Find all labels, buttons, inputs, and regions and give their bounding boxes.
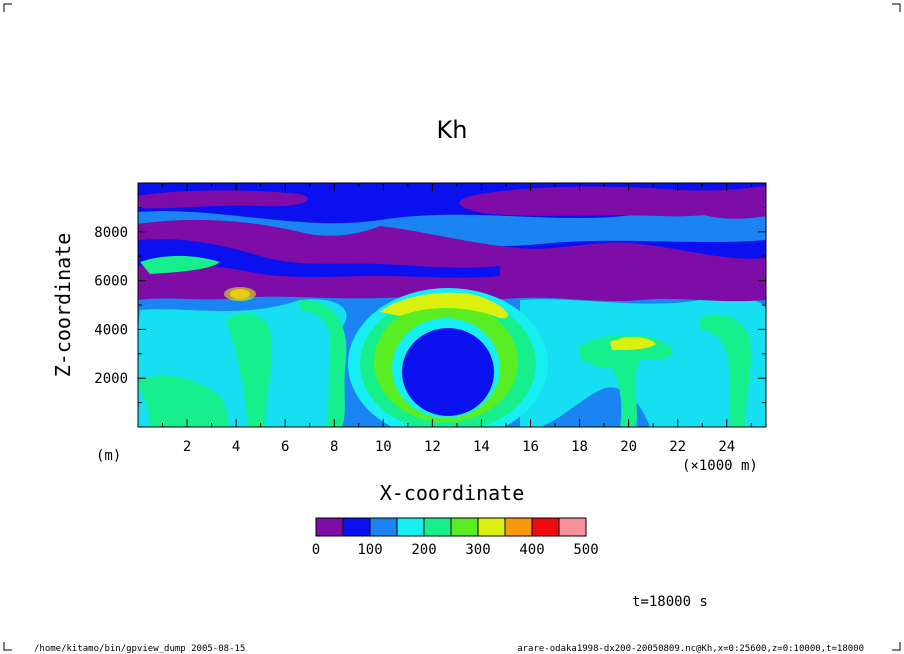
y-axis-label: Z-coordinate — [51, 233, 75, 378]
y-tick-label: 2000 — [94, 371, 128, 387]
colorbar-swatch — [342, 517, 371, 537]
x-tick-label: 14 — [473, 439, 490, 455]
y-tick-label: 4000 — [94, 322, 128, 338]
contour-fill-left-plume — [300, 299, 347, 427]
contour-fill-top-purple-far-right — [700, 196, 766, 219]
x-tick-label: 6 — [281, 439, 289, 455]
contour-fill-left-bottom — [140, 375, 230, 427]
colorbar-swatch — [477, 517, 506, 537]
x-axis-label: X-coordinate — [380, 481, 525, 505]
contour-fill-core — [402, 328, 494, 416]
colorbar-swatch — [369, 517, 398, 537]
colorbar-swatch — [531, 517, 560, 537]
contour-fill-right-plume-core — [610, 336, 656, 350]
colorbar-swatch — [504, 517, 533, 537]
colorbar-label: 0 — [312, 542, 320, 558]
crop-mark-bottom-left — [3, 642, 12, 651]
contour-fill-top-purple-right — [459, 186, 766, 217]
x-tick-label: 20 — [620, 439, 637, 455]
time-annotation: t=18000 s — [632, 594, 708, 610]
x-axis: 2 4 6 8 10 12 14 16 18 20 22 24 — [162, 183, 752, 455]
colorbar-swatch — [450, 517, 479, 537]
colorbar-swatch — [315, 517, 344, 537]
y-axis: 2000 4000 6000 8000 — [94, 206, 766, 404]
crop-mark-bottom-right — [892, 642, 901, 651]
colorbar-label: 500 — [573, 542, 598, 558]
footer-left: /home/kitamo/bin/gpview_dump 2005-08-15 — [34, 644, 245, 654]
colorbar-label: 100 — [357, 542, 382, 558]
colorbar-swatch — [558, 517, 587, 537]
x-tick-label: 2 — [183, 439, 191, 455]
x-tick-label: 4 — [232, 439, 240, 455]
contour-fill-right-plume — [580, 334, 673, 427]
y-tick-label: 8000 — [94, 225, 128, 241]
colorbar-label: 300 — [465, 542, 490, 558]
contour-fill-purple-band — [138, 219, 766, 302]
colorbar-swatch — [396, 517, 425, 537]
contour-fill-inversion-strip — [140, 255, 220, 274]
colorbar-label: 400 — [519, 542, 544, 558]
contour-fill-right-column — [700, 314, 751, 427]
crop-marks — [3, 3, 901, 651]
contour-fill-top-purple-left — [138, 190, 308, 209]
x-tick-label: 8 — [330, 439, 338, 455]
contour-plot-area — [138, 183, 766, 427]
colorbar: 0 100 200 300 400 500 — [312, 517, 599, 558]
crop-mark-top-left — [3, 3, 12, 12]
contour-fill-ring-top-yellow — [380, 292, 509, 319]
x-tick-label: 22 — [669, 439, 686, 455]
x-tick-label: 10 — [375, 439, 392, 455]
x-axis-unit-right: (×1000 m) — [682, 458, 758, 474]
footer-right: arare-odaka1998-dx200-20050809.nc@Kh,x=0… — [517, 644, 864, 654]
y-tick-label: 6000 — [94, 274, 128, 290]
x-tick-label: 24 — [718, 439, 735, 455]
contour-fill-left-column — [226, 313, 272, 427]
colorbar-swatch — [423, 517, 452, 537]
x-tick-label: 16 — [522, 439, 539, 455]
colorbar-label: 200 — [411, 542, 436, 558]
x-tick-label: 12 — [424, 439, 441, 455]
contour-fill-max-yellow — [224, 287, 256, 301]
chart-title: Kh — [437, 116, 468, 144]
crop-mark-top-right — [892, 3, 901, 12]
x-tick-label: 18 — [571, 439, 588, 455]
x-axis-unit-left: (m) — [96, 448, 121, 464]
contour-fill-blue-gap-upper — [138, 238, 500, 278]
